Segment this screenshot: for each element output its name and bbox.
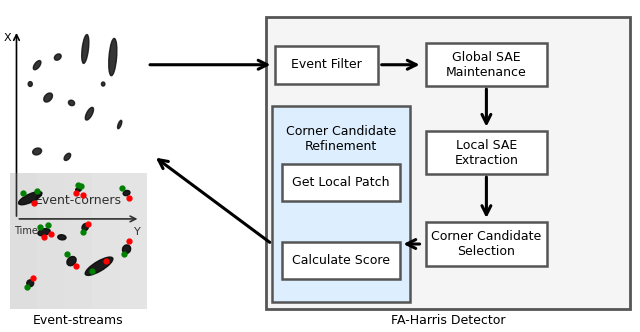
Ellipse shape — [67, 257, 76, 266]
Ellipse shape — [122, 245, 131, 254]
Ellipse shape — [19, 192, 42, 205]
Ellipse shape — [123, 191, 130, 196]
Ellipse shape — [44, 93, 52, 102]
Bar — [92, 173, 120, 309]
Ellipse shape — [33, 60, 41, 70]
Bar — [266, 17, 630, 309]
Text: Corner Candidate
Selection: Corner Candidate Selection — [431, 230, 541, 258]
Ellipse shape — [82, 35, 89, 63]
Text: Global SAE
Maintenance: Global SAE Maintenance — [446, 51, 527, 79]
Ellipse shape — [85, 107, 93, 120]
Bar — [282, 164, 401, 201]
Bar — [282, 242, 401, 279]
Bar — [275, 45, 378, 84]
Text: Y: Y — [134, 227, 140, 237]
Bar — [10, 17, 147, 232]
Ellipse shape — [33, 148, 42, 155]
Bar — [65, 173, 92, 309]
Text: FA-Harris Detector: FA-Harris Detector — [391, 314, 505, 327]
Ellipse shape — [68, 100, 75, 106]
Ellipse shape — [38, 229, 50, 236]
Text: Local SAE
Extraction: Local SAE Extraction — [454, 139, 518, 167]
Ellipse shape — [64, 153, 70, 160]
Ellipse shape — [76, 188, 81, 191]
Text: Event-corners: Event-corners — [35, 194, 122, 207]
Ellipse shape — [109, 39, 117, 76]
Ellipse shape — [27, 280, 34, 287]
Text: Time: Time — [13, 226, 38, 236]
Bar — [426, 43, 547, 86]
Ellipse shape — [54, 54, 61, 60]
Ellipse shape — [118, 120, 122, 129]
Ellipse shape — [82, 223, 88, 231]
Bar — [10, 173, 37, 309]
Bar — [120, 173, 147, 309]
Text: Event Filter: Event Filter — [291, 58, 362, 71]
Bar — [426, 131, 547, 174]
Ellipse shape — [28, 82, 32, 86]
Bar — [272, 106, 410, 302]
Text: Event-streams: Event-streams — [33, 314, 124, 327]
Ellipse shape — [85, 257, 113, 275]
Bar — [426, 222, 547, 266]
Bar — [37, 173, 65, 309]
Ellipse shape — [58, 235, 66, 240]
Text: Get Local Patch: Get Local Patch — [292, 176, 390, 189]
Text: X: X — [4, 33, 12, 43]
Ellipse shape — [102, 82, 105, 86]
Text: Calculate Score: Calculate Score — [292, 254, 390, 267]
Text: Corner Candidate
Refinement: Corner Candidate Refinement — [285, 125, 396, 153]
